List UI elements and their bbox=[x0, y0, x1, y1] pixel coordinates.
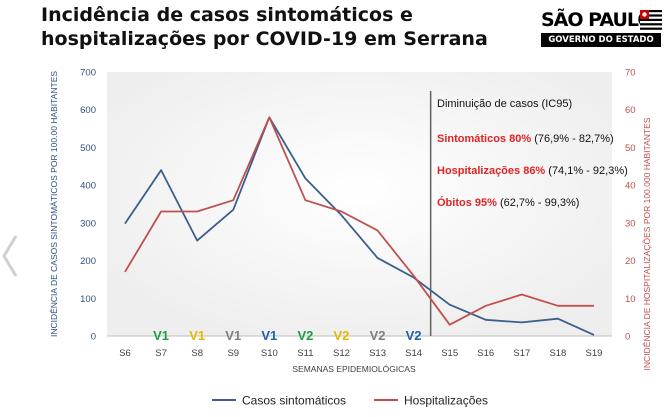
y-tick-left: 400 bbox=[80, 181, 96, 192]
flag-icon bbox=[640, 10, 662, 30]
vaccine-marker: V2 bbox=[297, 328, 313, 343]
annotation-row-hospital: Hospitalizações 86% (74,1% - 92,3%) bbox=[437, 165, 628, 177]
legend-label: Casos sintomáticos bbox=[242, 394, 346, 408]
y-tick-left: 200 bbox=[80, 256, 96, 267]
x-tick: S15 bbox=[441, 348, 458, 359]
y-tick-left: 100 bbox=[80, 294, 96, 305]
x-tick: S8 bbox=[191, 348, 203, 359]
vaccine-marker: V2 bbox=[334, 328, 350, 343]
y-tick-right: 10 bbox=[625, 294, 636, 305]
y-tick-right: 20 bbox=[625, 256, 636, 267]
series-line-hospitalizations bbox=[124, 116, 594, 326]
legend-label: Hospitalizações bbox=[404, 394, 488, 408]
x-axis-label: SEMANAS EPIDEMIOLÓGICAS bbox=[292, 364, 416, 374]
y-tick-right: 50 bbox=[625, 143, 636, 154]
annotation-row-symptomatic-range: (76,9% - 82,7%) bbox=[531, 133, 614, 145]
chart-title: Incidência de casos sintomáticos e hospi… bbox=[41, 3, 521, 51]
annotation-row-symptomatic-label: Sintomáticos 80% bbox=[437, 133, 531, 145]
x-axis-ticks: S6 S7 S8 S9 S10 S11 S12 S13 S14 S15 S16 S17 S18 S19 bbox=[119, 348, 602, 359]
annotation-row-hospital-range: (74,1% - 92,3%) bbox=[545, 165, 628, 177]
y-tick-left: 500 bbox=[80, 143, 96, 154]
annotation-row-deaths: Óbitos 95% (62,7% - 99,3%) bbox=[437, 196, 579, 209]
vaccine-markers: V1 V1 V1 V1 V2 V2 V2 V2 bbox=[153, 328, 421, 343]
vaccine-marker: V1 bbox=[261, 328, 277, 343]
vaccine-marker: V2 bbox=[370, 328, 386, 343]
series-lines bbox=[124, 116, 595, 336]
y-axis-label-left: INCIDÊNCIA DE CASOS SINTOMÁTICOS POR 100… bbox=[49, 71, 59, 337]
series-line-cases bbox=[124, 116, 595, 336]
sao-paulo-logo: SÃO PAULO GOVERNO DO ESTADO bbox=[541, 8, 663, 52]
y-tick-right: 70 bbox=[625, 68, 636, 79]
y-tick-left: 600 bbox=[80, 105, 96, 116]
y-tick-right: 0 bbox=[625, 332, 630, 343]
plot-background bbox=[107, 72, 612, 336]
x-tick: S6 bbox=[119, 348, 131, 359]
annotation-row-deaths-range: (62,7% - 99,3%) bbox=[497, 197, 580, 209]
x-tick: S18 bbox=[549, 348, 566, 359]
x-tick: S19 bbox=[586, 348, 603, 359]
annotation-row-deaths-label: Óbitos 95% bbox=[437, 196, 497, 209]
x-tick: S11 bbox=[297, 348, 313, 359]
legend: Casos sintomáticos Hospitalizações bbox=[212, 394, 488, 408]
annotation-header: Diminuição de casos (IC95) bbox=[437, 98, 572, 110]
right-axis-ticks: 0 10 20 30 40 50 60 70 bbox=[625, 68, 636, 343]
vaccine-marker: V1 bbox=[189, 328, 205, 343]
y-tick-right: 40 bbox=[625, 181, 636, 192]
x-tick: S10 bbox=[261, 348, 278, 359]
x-tick: S17 bbox=[513, 348, 530, 359]
annotation-row-hospital-label: Hospitalizações 86% bbox=[437, 165, 545, 177]
x-tick: S7 bbox=[155, 348, 167, 359]
annotation-row-symptomatic: Sintomáticos 80% (76,9% - 82,7%) bbox=[437, 133, 614, 145]
logo-text: SÃO PAULO bbox=[541, 9, 653, 31]
vaccine-marker: V1 bbox=[225, 328, 241, 343]
chart-title-line1: Incidência de casos sintomáticos e bbox=[41, 4, 413, 26]
left-axis-ticks: 0 100 200 300 400 500 600 700 bbox=[80, 68, 96, 343]
x-tick: S12 bbox=[333, 348, 350, 359]
vaccine-marker: V2 bbox=[406, 328, 422, 343]
y-tick-right: 30 bbox=[625, 218, 636, 229]
y-axis-label-right: INCIDÊNCIA DE HOSPITALIZAÇÕES POR 100.00… bbox=[642, 117, 652, 370]
y-tick-left: 300 bbox=[80, 218, 96, 229]
vaccine-marker: V1 bbox=[153, 328, 169, 343]
x-tick: S16 bbox=[477, 348, 494, 359]
chevron-left-icon[interactable] bbox=[0, 232, 20, 280]
y-tick-left: 0 bbox=[91, 332, 96, 343]
x-tick: S9 bbox=[227, 348, 239, 359]
x-tick: S14 bbox=[405, 348, 422, 359]
y-tick-right: 60 bbox=[625, 105, 636, 116]
x-tick: S13 bbox=[369, 348, 386, 359]
annotation-box: Diminuição de casos (IC95) Sintomáticos … bbox=[437, 98, 628, 209]
logo-subtext: GOVERNO DO ESTADO bbox=[541, 33, 661, 47]
chart-title-line2: hospitalizações por COVID-19 em Serrana bbox=[41, 28, 488, 50]
y-tick-left: 700 bbox=[80, 68, 96, 79]
